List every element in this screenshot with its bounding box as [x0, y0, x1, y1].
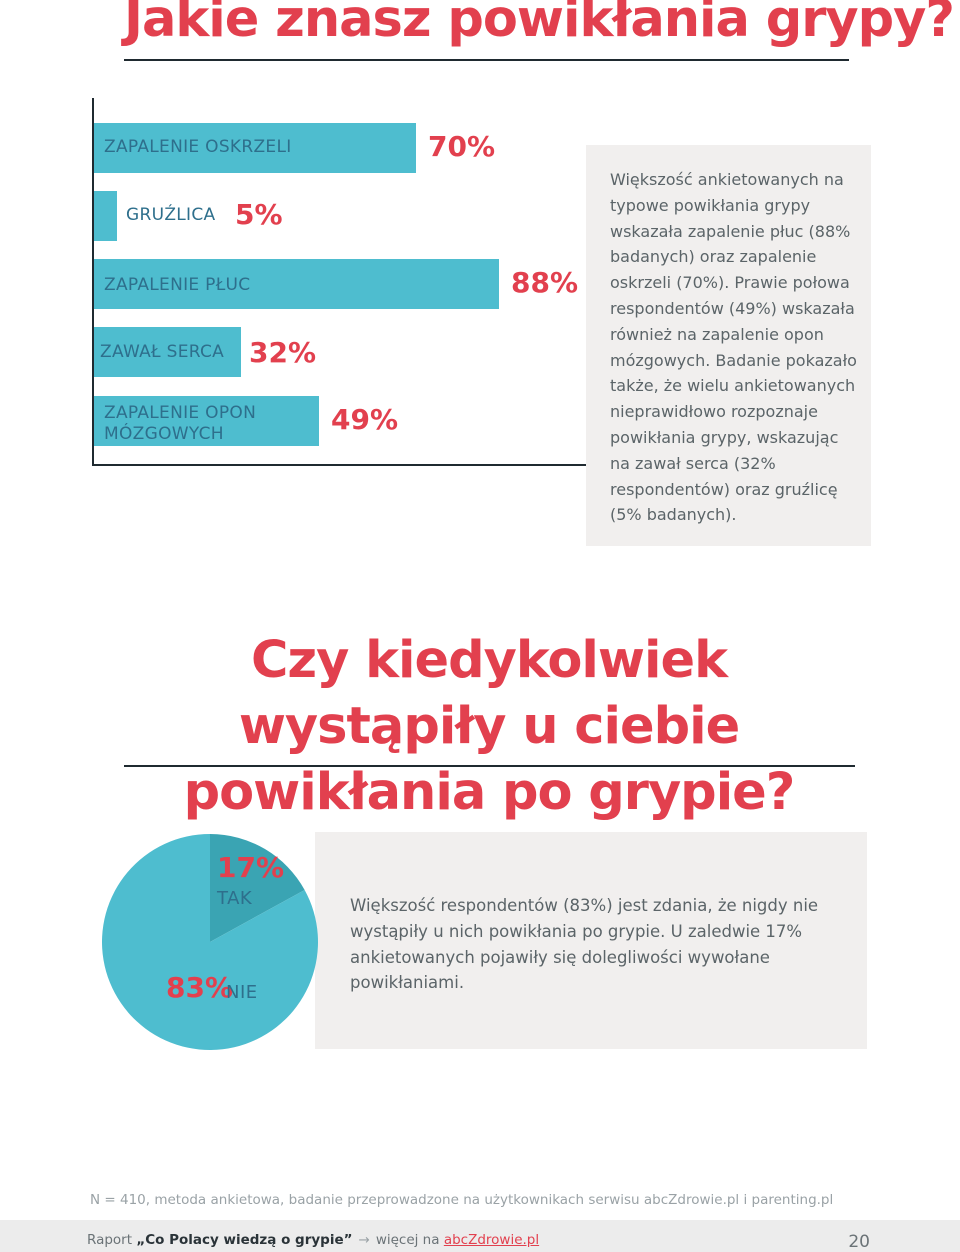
complications-bar-chart: ZAPALENIE OSKRZELI 70% GRUŹLICA 5% ZAPALENIE… — [0, 0, 960, 560]
bar-5 — [94, 396, 319, 446]
bar-value-2: 5% — [235, 198, 283, 231]
section-title-rule — [124, 765, 855, 767]
bar-label-4: ZAWAŁ SERCA — [100, 342, 225, 362]
page-title: Jakie znasz powikłania grypy? — [124, 0, 955, 49]
pie-category-nie: NIE — [226, 982, 258, 1003]
bar-label-2: GRUŹLICA — [126, 205, 216, 225]
chart1-description-box: Większość ankietowanych na typowe powikł… — [586, 145, 871, 546]
bar-label-5: ZAPALENIE OPON MÓZGOWYCH — [104, 403, 257, 444]
arrow-right-icon: → — [358, 1232, 370, 1248]
footer-bar: Raport „Co Polacy wiedzą o grypie” → więce… — [0, 1220, 960, 1252]
bar-value-3: 88% — [511, 266, 579, 299]
section-title: Czy kiedykolwiek wystąpiły u ciebie powi… — [183, 631, 796, 822]
footer-more: więcej na — [375, 1232, 444, 1248]
bar-value-5: 49% — [331, 403, 399, 436]
bar-label-1: ZAPALENIE OSKRZELI — [104, 137, 292, 157]
report-name: „Co Polacy wiedzą o grypie” — [136, 1232, 353, 1248]
pie-category-tak: TAK — [217, 888, 253, 909]
chart2-description-box: Większość respondentów (83%) jest zdania… — [315, 832, 867, 1049]
y-axis-line — [92, 98, 94, 466]
bar-2 — [94, 191, 117, 241]
title-rule — [124, 59, 849, 61]
pie-value-tak: 17% — [217, 851, 285, 884]
bar-value-1: 70% — [428, 130, 496, 163]
footer-text: Raport „Co Polacy wiedzą o grypie” → więce… — [87, 1232, 539, 1248]
bar-3 — [94, 259, 499, 309]
pie-slice-tak — [210, 834, 305, 942]
bar-value-4: 32% — [249, 336, 317, 369]
complications-pie-chart — [102, 834, 318, 1050]
footnote: N = 410, metoda ankietowa, badanie przep… — [90, 1192, 834, 1208]
bar-1 — [94, 123, 416, 173]
footer-prefix: Raport — [87, 1232, 137, 1248]
chart1-description: Większość ankietowanych na typowe powikł… — [610, 170, 857, 525]
chart2-description: Większość respondentów (83%) jest zdania… — [350, 896, 819, 993]
page-number: 20 — [848, 1232, 870, 1252]
pie-value-nie: 83% — [166, 971, 234, 1004]
bar-4 — [94, 327, 241, 377]
x-axis-line — [92, 464, 588, 466]
pie-slice-nie — [102, 834, 318, 1050]
bar-label-3: ZAPALENIE PŁUC — [104, 275, 251, 295]
abczdrowie-link[interactable]: abcZdrowie.pl — [443, 1232, 540, 1248]
